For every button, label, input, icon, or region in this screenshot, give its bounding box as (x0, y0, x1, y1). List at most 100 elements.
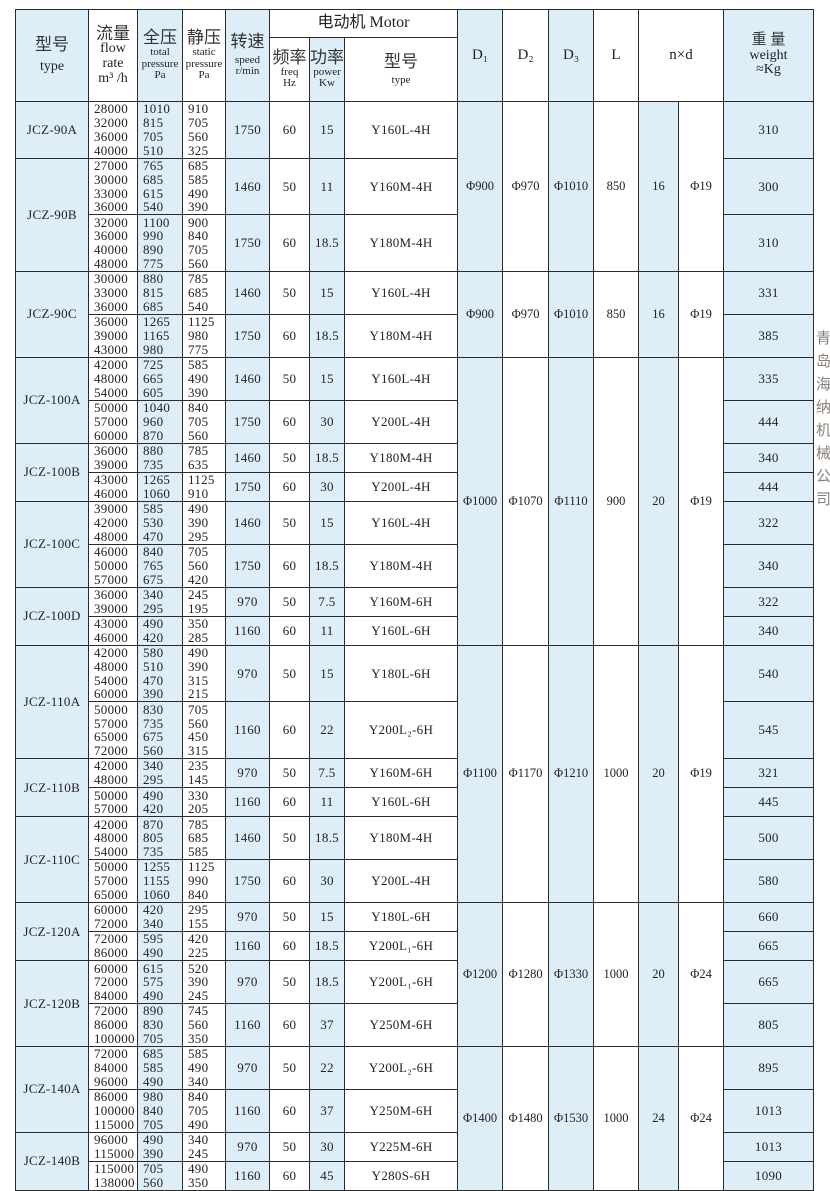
static-pressure-value: 635 (188, 456, 209, 472)
n-cell: 20 (638, 356, 680, 646)
power-cell: 11 (309, 787, 345, 818)
d-cell: Φ19 (678, 100, 725, 273)
header-flow-en2: rate (102, 56, 124, 72)
flow-rate-value: 50000 (94, 701, 128, 717)
static-pressure-value: 840 (188, 400, 209, 415)
static-pressure-value: 560 (188, 256, 209, 272)
motor-type-cell: Y180M-4H (343, 313, 459, 358)
static-pressure-value: 330 (188, 787, 209, 803)
flow-rate-cell: 50000 57000 65000 (88, 859, 138, 904)
freq-cell: 50 (269, 816, 310, 861)
freq-cell: 60 (269, 471, 310, 502)
static-pressure-value: 910 (188, 101, 209, 117)
total-pressure-value: 725 (143, 357, 164, 373)
flow-rate-value: 54000 (94, 672, 128, 688)
flow-rate-value: 100000 (94, 1031, 135, 1047)
static-pressure-value: 315 (188, 672, 209, 688)
weight-cell: 335 (723, 356, 815, 401)
motor-type-cell: Y160M-4H (343, 157, 459, 216)
flow-rate-cell: 36000 39000 (88, 442, 138, 473)
weight-cell: 310 (723, 101, 815, 159)
static-pressure-value: 285 (188, 629, 209, 645)
total-pressure-cell: 580 510 470 390 (137, 644, 183, 703)
total-pressure-value: 490 (143, 945, 164, 961)
total-pressure-value: 830 (143, 1017, 164, 1033)
flow-rate-cell: 36000 39000 43000 (88, 313, 138, 358)
power-cell: 22 (309, 701, 345, 760)
weight-cell: 322 (723, 500, 815, 545)
static-pressure-value: 490 (188, 370, 209, 386)
total-pressure-value: 880 (143, 443, 164, 458)
header-weight-unit: ≈Kg (756, 62, 781, 78)
power-cell: 18.5 (309, 442, 345, 473)
header-static-en1: static (192, 46, 216, 59)
static-pressure-cell: 330 205 (182, 787, 226, 818)
static-pressure-value: 840 (188, 887, 209, 903)
total-pressure-cell: 1255 1155 1060 (137, 859, 183, 904)
speed-cell: 1750 (225, 313, 270, 358)
power-cell: 15 (309, 500, 345, 545)
flow-rate-value: 43000 (94, 341, 128, 357)
static-pressure-value: 325 (188, 142, 209, 158)
static-pressure-value: 1125 (188, 472, 215, 487)
flow-rate-value: 36000 (94, 443, 128, 458)
header-power-zh: 功率 (310, 48, 344, 68)
static-pressure-cell: 785 635 (182, 442, 226, 473)
table-row: 43000 46000 490 420 350 285 1160 60 11 Y160L-6H 34… (16, 615, 815, 646)
flow-rate-value: 72000 (94, 1003, 128, 1019)
total-pressure-cell: 615 575 490 (137, 960, 183, 1005)
total-pressure-value: 960 (143, 413, 164, 429)
power-cell: 37 (309, 1088, 345, 1133)
power-cell: 45 (309, 1160, 345, 1191)
d3-cell: Φ1210 (548, 644, 595, 904)
motor-type-cell: Y160M-6H (343, 586, 459, 617)
flow-rate-value: 57000 (94, 801, 128, 817)
power-cell: 18.5 (309, 931, 345, 962)
d-cell: Φ19 (678, 356, 725, 646)
total-pressure-value: 1100 (143, 214, 170, 230)
total-pressure-value: 990 (143, 228, 164, 244)
flow-rate-value: 50000 (94, 859, 128, 875)
total-pressure-value: 675 (143, 729, 164, 745)
flow-rate-value: 115000 (94, 1116, 135, 1132)
header-power: 功率 power Kw (309, 37, 345, 102)
header-d1: D₁ (457, 9, 504, 102)
static-pressure-value: 775 (188, 341, 209, 357)
header-static-zh: 静压 (187, 28, 221, 48)
weight-cell: 1090 (723, 1160, 815, 1191)
total-pressure-value: 510 (143, 142, 164, 158)
freq-cell: 50 (269, 271, 310, 315)
total-pressure-value: 390 (143, 1145, 164, 1161)
flow-rate-value: 39000 (94, 328, 128, 343)
flow-rate-value: 32000 (94, 214, 128, 230)
model-type: JCZ-100A (15, 356, 89, 444)
static-pressure-value: 585 (188, 844, 209, 860)
total-pressure-value: 815 (143, 115, 164, 131)
static-pressure-value: 340 (188, 1073, 209, 1089)
table-row: 36000 39000 43000 1265 1165 980 1125 980 775 1750… (16, 313, 815, 358)
header-static-unit: Pa (198, 69, 210, 82)
total-pressure-value: 340 (143, 758, 164, 774)
flow-rate-value: 30000 (94, 171, 128, 187)
motor-type-cell: Y180M-4H (343, 543, 459, 588)
total-pressure-value: 1040 (143, 400, 171, 415)
motor-type-cell: Y200L-4H (343, 859, 459, 904)
total-pressure-cell: 595 490 (137, 931, 183, 962)
speed-cell: 970 (225, 902, 270, 933)
static-pressure-value: 785 (188, 271, 209, 287)
d3-cell: Φ1530 (548, 1046, 595, 1191)
static-pressure-cell: 745 560 350 (182, 1003, 226, 1048)
static-pressure-cell: 420 225 (182, 931, 226, 962)
weight-cell: 500 (723, 816, 815, 861)
flow-rate-value: 54000 (94, 844, 128, 860)
total-pressure-value: 685 (143, 298, 164, 314)
flow-rate-value: 100000 (94, 1103, 135, 1119)
table-row: JCZ-120A 60000 72000 420 340 295 155 970 50 15 Y18… (15, 902, 815, 1048)
d-cell: Φ24 (678, 1046, 725, 1191)
motor-type-cell: Y250M-6H (343, 1003, 459, 1048)
static-pressure-value: 980 (188, 328, 209, 343)
static-pressure-value: 705 (188, 242, 209, 258)
power-cell: 15 (309, 902, 345, 933)
header-freq-en: freq (280, 65, 299, 78)
flow-rate-cell: 72000 84000 96000 (88, 1046, 138, 1090)
